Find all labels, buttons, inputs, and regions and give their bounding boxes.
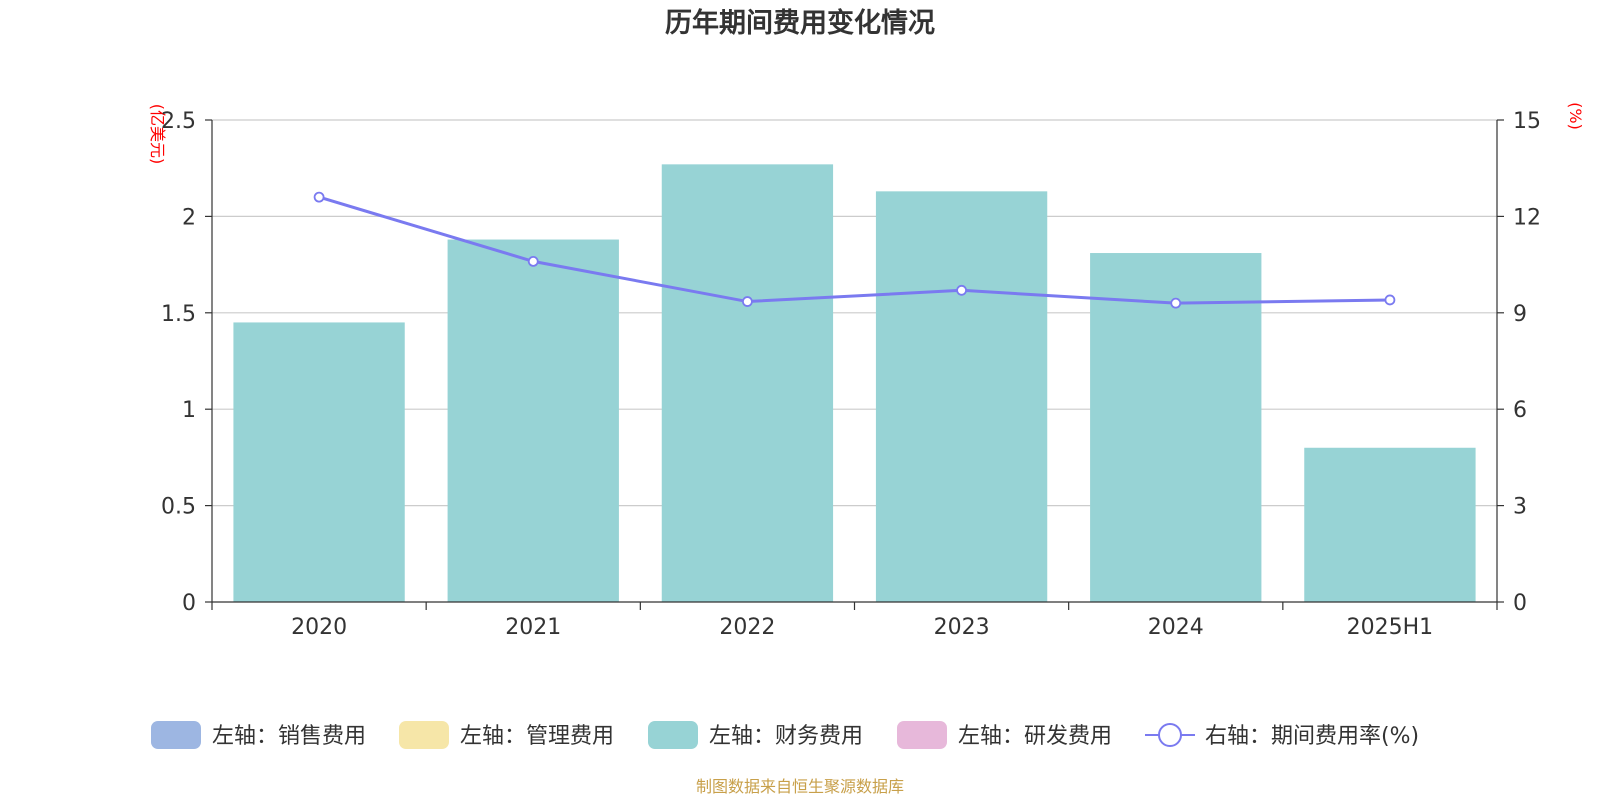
legend-swatch xyxy=(897,721,947,749)
grid-lines xyxy=(212,119,1497,507)
legend-label: 左轴：管理费用 xyxy=(460,724,614,749)
left-axis-tick-label: 1.5 xyxy=(161,302,196,327)
left-axis-tick-label: 2 xyxy=(182,205,196,230)
left-axis-tick-label: 1 xyxy=(182,398,196,423)
bar xyxy=(447,239,619,602)
rate-point xyxy=(742,296,753,307)
bar xyxy=(661,164,834,602)
left-axis-unit: (亿美元) xyxy=(148,104,167,165)
rate-point xyxy=(956,284,967,296)
data-source-note: 制图数据来自恒生聚源数据库 xyxy=(696,777,904,796)
rate-point xyxy=(313,191,325,203)
x-axis-tick-label: 2022 xyxy=(719,615,775,640)
x-axis-tick-label: 2023 xyxy=(934,615,990,640)
bar xyxy=(1090,253,1262,603)
bar xyxy=(875,191,1048,602)
left-axis-tick-label: 0.5 xyxy=(161,495,196,520)
right-axis-tick-label: 3 xyxy=(1513,495,1527,520)
right-axis-tick-label: 6 xyxy=(1513,398,1527,423)
rate-point xyxy=(1384,294,1396,306)
legend-label: 左轴：销售费用 xyxy=(212,724,366,749)
legend-swatch xyxy=(399,721,449,749)
chart-title: 历年期间费用变化情况 xyxy=(665,7,935,39)
x-axis-tick-label: 2020 xyxy=(291,615,347,640)
legend-label: 左轴：研发费用 xyxy=(958,724,1112,749)
right-axis-unit: (%) xyxy=(1566,102,1585,130)
legend-line-marker xyxy=(1158,723,1182,747)
left-axis-tick-label: 0 xyxy=(182,591,196,616)
left-axis-tick-label: 2.5 xyxy=(161,109,196,134)
bar xyxy=(233,322,405,602)
bar-series xyxy=(233,164,1476,603)
right-axis-tick-label: 15 xyxy=(1513,109,1541,134)
x-axis-tick-label: 2024 xyxy=(1148,615,1204,640)
legend: 左轴：销售费用 左轴：管理费用 左轴：财务费用 左轴：研发费用 右轴：期间费用率(%) xyxy=(151,721,1419,749)
bar xyxy=(1304,447,1476,602)
legend-swatch xyxy=(151,721,201,749)
legend-swatch xyxy=(648,721,698,749)
legend-label: 右轴：期间费用率(%) xyxy=(1205,724,1419,749)
rate-point xyxy=(1170,297,1182,309)
rate-point xyxy=(527,255,539,267)
x-axis-tick-label: 2021 xyxy=(505,615,561,640)
legend-label: 左轴：财务费用 xyxy=(709,724,863,749)
line-series xyxy=(313,191,1396,309)
axes: 0 0.5 1 1.5 2 2.5 0 3 6 9 12 15 2020 2021 2022 2023 2024… xyxy=(161,109,1541,640)
rate-line xyxy=(318,195,1390,305)
right-axis-tick-label: 12 xyxy=(1513,205,1541,230)
x-axis-tick-label: 2025H1 xyxy=(1347,615,1434,640)
right-axis-tick-label: 9 xyxy=(1513,302,1527,327)
right-axis-tick-label: 0 xyxy=(1513,591,1527,616)
